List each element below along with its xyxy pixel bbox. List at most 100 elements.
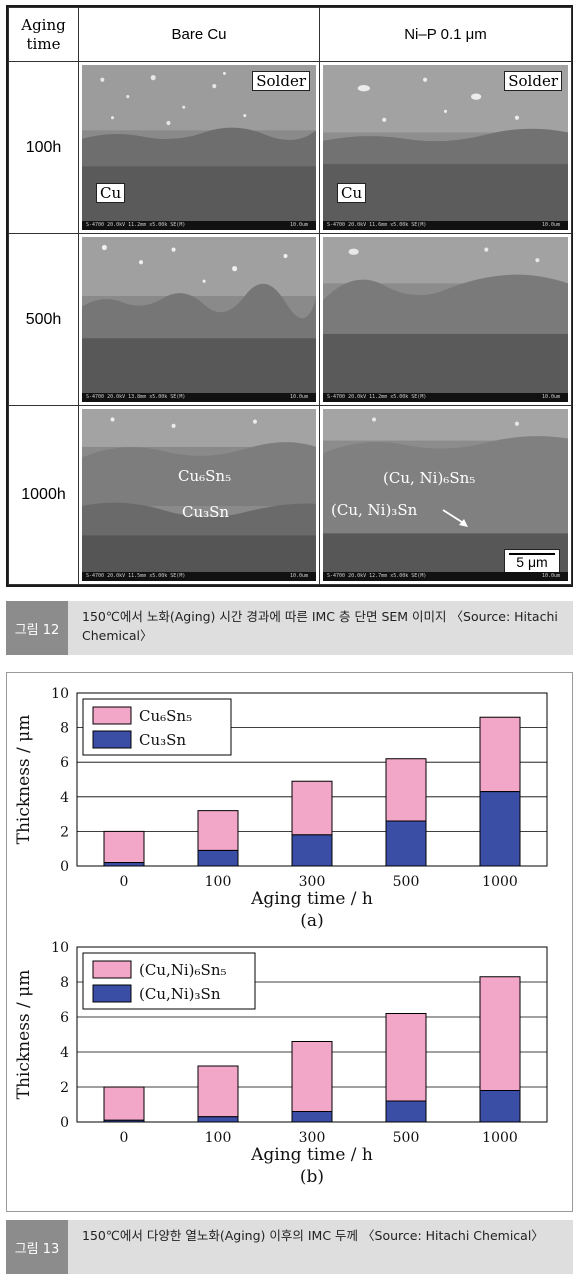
header-bare-cu: Bare Cu [78,6,320,63]
bar-lower-layer [479,791,521,867]
y-tick-label: 2 [60,1080,69,1096]
micron-strip-text: S-4700 20.0kV 11.2mm x5.00k SE(M) [327,394,427,401]
header-aging-time-text: Aging time [21,15,66,53]
panel-label: (b) [300,1167,324,1187]
x-tick-label: 500 [393,1130,420,1146]
figure-12-tag: 그림 12 [6,601,68,655]
sem-figure: Aging time Bare Cu Ni–P 0.1 μm 100h Sold… [6,5,573,587]
sem-cell-100h-bare: Solder Cu S-4700 20.0kV 11.2mm x5.00k SE… [78,61,320,234]
header-aging-time: Aging time [8,6,79,63]
row-label-100h: 100h [8,61,79,234]
x-tick-label: 300 [299,1130,326,1146]
row-label-500h: 500h [8,232,79,407]
y-tick-label: 0 [60,1115,69,1131]
y-tick-label: 0 [60,859,69,875]
bar-upper-layer [103,1086,145,1121]
bar-lower-layer [385,1100,427,1123]
x-tick-label: 1000 [482,1130,518,1146]
bar-lower-layer [103,1119,145,1123]
bar-upper-layer [479,716,521,793]
x-tick-label: 0 [120,1130,129,1146]
bar-lower-layer [103,862,145,867]
legend-swatch [92,984,132,1003]
sem-cell-1000h-nip: (Cu, Ni)₆Sn₅ (Cu, Ni)₃Sn 5 μm S-4700 20.… [319,405,572,585]
x-tick-label: 0 [120,874,129,890]
legend: Cu₆Sn₅ Cu₃Sn [82,698,232,756]
scale-bar: 5 μm [504,549,560,573]
figure-12-caption-text: 150℃에서 노화(Aging) 시간 경과에 따른 IMC 층 단면 SEM … [82,609,558,643]
phase-label-cu6sn5: Cu₆Sn₅ [178,467,232,486]
micron-strip-scale: 10.0um [289,221,308,228]
tag-solder: Solder [504,71,562,92]
micron-strip: S-4700 20.0kV 11.5mm x5.00k SE(M) 10.0um [82,572,316,581]
row-label-1000h: 1000h [8,405,79,585]
bar-lower-layer [479,1090,521,1123]
y-axis-label: Thickness / μm [14,970,34,1100]
sem-image-1000h-nip: (Cu, Ni)₆Sn₅ (Cu, Ni)₃Sn 5 μm S-4700 20.… [323,409,568,581]
bar-upper-layer [197,810,239,851]
legend-swatch [92,706,132,725]
bar-lower-layer [385,820,427,867]
x-tick-label: 300 [299,874,326,890]
figure-12-caption: 그림 12 150℃에서 노화(Aging) 시간 경과에 따른 IMC 층 단… [6,601,573,655]
legend-swatch [92,730,132,749]
micron-strip: S-4700 20.0kV 12.7mm x5.00k SE(M) 10.0um [323,572,568,581]
y-axis-label: Thickness / μm [14,715,34,845]
micron-strip-text: S-4700 20.0kV 11.2mm x5.00k SE(M) [86,221,186,228]
phase-label-cuni3sn: (Cu, Ni)₃Sn [331,501,418,520]
bar-upper-layer [385,758,427,822]
x-tick-label: 100 [205,874,232,890]
phase-label-cu3sn: Cu₃Sn [182,503,230,522]
thickness-figure: 0 2 4 6 8 10 0 100 300 500 1000 Aging time / h Thick… [6,672,573,1212]
bar-lower-layer [291,1111,333,1123]
figure-13-caption: 그림 13 150℃에서 다양한 열노화(Aging) 이후의 IMC 두께 〈… [6,1220,573,1274]
tag-cu: Cu [337,183,367,204]
y-tick-label: 8 [60,975,69,991]
micron-strip-text: S-4700 20.0kV 11.5mm x5.00k SE(M) [86,573,186,579]
x-tick-label: 500 [393,874,420,890]
y-tick-label: 10 [51,940,69,956]
micron-strip-scale: 10.0um [541,221,560,228]
bar-upper-layer [385,1013,427,1102]
sem-image-1000h-bare: Cu₆Sn₅ Cu₃Sn S-4700 20.0kV 11.5mm x5.00k… [82,409,316,581]
y-tick-label: 2 [60,824,69,840]
bar-lower-layer [197,849,239,867]
y-tick-label: 6 [60,755,69,771]
micron-strip: S-4700 20.0kV 11.6mm x5.00k SE(M) 10.0um [323,220,568,230]
legend-label: Cu₃Sn [139,731,186,749]
sem-image-500h-nip: S-4700 20.0kV 11.2mm x5.00k SE(M) 10.0um [323,236,568,403]
y-tick-label: 6 [60,1010,69,1026]
legend-label: Cu₆Sn₅ [139,707,192,725]
y-tick-label: 4 [60,790,69,806]
micron-strip-scale: 10.0um [289,573,308,579]
sem-image-500h-bare: S-4700 20.0kV 13.8mm x5.00k SE(M) 10.0um [82,236,316,403]
legend-label: (Cu,Ni)₃Sn [139,985,221,1003]
sem-cell-1000h-bare: Cu₆Sn₅ Cu₃Sn S-4700 20.0kV 11.5mm x5.00k… [78,405,320,585]
tag-solder: Solder [252,71,310,92]
micron-strip-text: S-4700 20.0kV 12.7mm x5.00k SE(M) [327,573,427,579]
sem-cell-500h-nip: S-4700 20.0kV 11.2mm x5.00k SE(M) 10.0um [319,232,572,407]
micron-strip: S-4700 20.0kV 13.8mm x5.00k SE(M) 10.0um [82,393,316,403]
micron-strip: S-4700 20.0kV 11.2mm x5.00k SE(M) 10.0um [82,220,316,230]
x-tick-label: 1000 [482,874,518,890]
sem-image-100h-nip: Solder Cu S-4700 20.0kV 11.6mm x5.00k SE… [323,65,568,230]
legend: (Cu,Ni)₆Sn₅ (Cu,Ni)₃Sn [82,952,256,1010]
legend-label: (Cu,Ni)₆Sn₅ [139,961,227,979]
micron-strip-text: S-4700 20.0kV 11.6mm x5.00k SE(M) [327,221,427,228]
sem-table: Aging time Bare Cu Ni–P 0.1 μm 100h Sold… [8,6,572,585]
x-axis-label: Aging time / h [250,1145,373,1165]
header-ni-p: Ni–P 0.1 μm [319,6,572,63]
y-tick-label: 10 [51,686,69,702]
y-tick-label: 4 [60,1045,69,1061]
bar-upper-layer [103,830,145,864]
legend-swatch [92,960,132,979]
x-axis-label: Aging time / h [250,889,373,909]
bar-lower-layer [291,834,333,867]
x-tick-label: 100 [205,1130,232,1146]
sem-image-100h-bare: Solder Cu S-4700 20.0kV 11.2mm x5.00k SE… [82,65,316,230]
tag-cu: Cu [96,183,126,204]
bar-lower-layer [197,1116,239,1123]
